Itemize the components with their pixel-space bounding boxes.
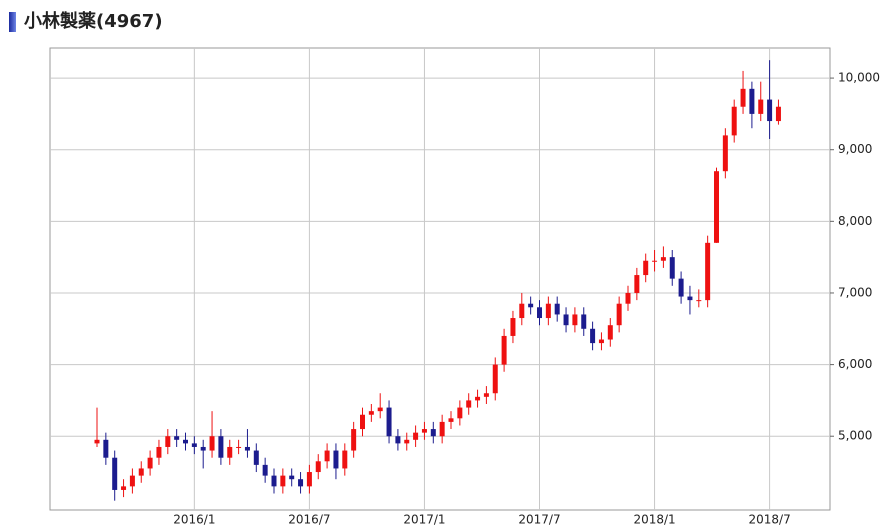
candle-body [112, 457, 118, 490]
candle-body [457, 407, 463, 419]
candle-body [174, 436, 180, 440]
y-tick-label: 5,000 [838, 429, 872, 443]
candle-body [298, 479, 304, 487]
candle-body [244, 446, 250, 451]
y-tick-label: 6,000 [838, 357, 872, 371]
candle-body [510, 318, 516, 336]
x-tick-label: 2016/7 [288, 513, 330, 527]
candle-body [545, 303, 551, 319]
candle-body [678, 278, 684, 297]
candle-body [758, 99, 764, 114]
y-tick-label: 10,000 [838, 71, 880, 85]
candle-body [731, 106, 737, 136]
x-tick-label: 2016/1 [173, 513, 215, 527]
candle-body [616, 303, 622, 326]
candle-body [315, 461, 321, 473]
candle-body [395, 436, 401, 444]
candle-body [191, 443, 197, 447]
candle-body [333, 450, 339, 469]
candle-body [501, 335, 507, 365]
candle-body [271, 475, 277, 487]
candle-body [289, 475, 295, 480]
candle-body [537, 307, 542, 319]
y-tick-label: 7,000 [838, 285, 872, 299]
candle-body [590, 328, 596, 344]
candle-body [705, 242, 711, 301]
candle-body [218, 436, 224, 458]
candle-body [253, 450, 259, 465]
candle-body [466, 400, 472, 408]
candle-body [554, 303, 560, 315]
candle-body [342, 450, 348, 469]
candle-body [262, 464, 268, 476]
candle-body [643, 260, 649, 276]
candle-body [722, 135, 728, 172]
x-tick-label: 2017/7 [518, 513, 560, 527]
candle-body [351, 429, 357, 451]
candle-body [528, 303, 534, 308]
candle-body [138, 468, 144, 476]
x-tick-label: 2018/1 [633, 513, 675, 527]
candle-body [448, 418, 454, 422]
candle-body [749, 88, 755, 114]
chart-title: 小林製薬(4967) [24, 10, 163, 32]
x-tick-label: 2018/7 [748, 513, 790, 527]
candle-body [147, 457, 153, 469]
candle-body [634, 275, 640, 293]
candle-body [625, 292, 631, 304]
candle-body [413, 432, 419, 440]
candle-body [165, 436, 171, 447]
candle-body [483, 393, 489, 397]
candle-body [439, 421, 445, 437]
candle-body [386, 407, 392, 437]
candle-body [306, 472, 312, 487]
candle-body [129, 475, 135, 487]
candle-body [775, 106, 781, 122]
candle-body [421, 429, 427, 433]
candle-body [404, 439, 410, 444]
candle-body [368, 411, 374, 415]
candle-body [669, 257, 675, 279]
candle-body [519, 303, 525, 319]
title-icon [9, 12, 16, 32]
x-tick-label: 2017/1 [403, 513, 445, 527]
candle-body [156, 446, 162, 458]
candle-body [200, 446, 206, 451]
candle-body [687, 296, 693, 301]
candle-body [227, 446, 233, 458]
y-tick-label: 9,000 [838, 142, 872, 156]
y-tick-label: 8,000 [838, 214, 872, 228]
candle-body [652, 260, 658, 262]
candle-body [280, 475, 286, 487]
candle-body [581, 314, 587, 329]
candle-body [572, 314, 578, 326]
candle-body [209, 436, 215, 451]
candle-body [607, 325, 613, 340]
candle-body [236, 446, 242, 448]
candle-body [563, 314, 569, 326]
candle-body [696, 300, 702, 302]
candle-body [714, 171, 719, 243]
candle-body [767, 99, 773, 122]
candle-body [492, 364, 498, 394]
candle-body [103, 439, 109, 458]
candle-body [324, 450, 330, 462]
candle-body [121, 486, 127, 490]
candle-body [377, 407, 383, 412]
candle-body [360, 414, 365, 430]
candle-body [740, 88, 746, 107]
plot-frame [49, 47, 831, 511]
candle-body [94, 439, 100, 444]
candle-body [660, 257, 666, 261]
candle-body [598, 339, 604, 344]
candle-body [183, 439, 188, 444]
candle-body [430, 429, 436, 437]
candle-body [475, 396, 481, 401]
